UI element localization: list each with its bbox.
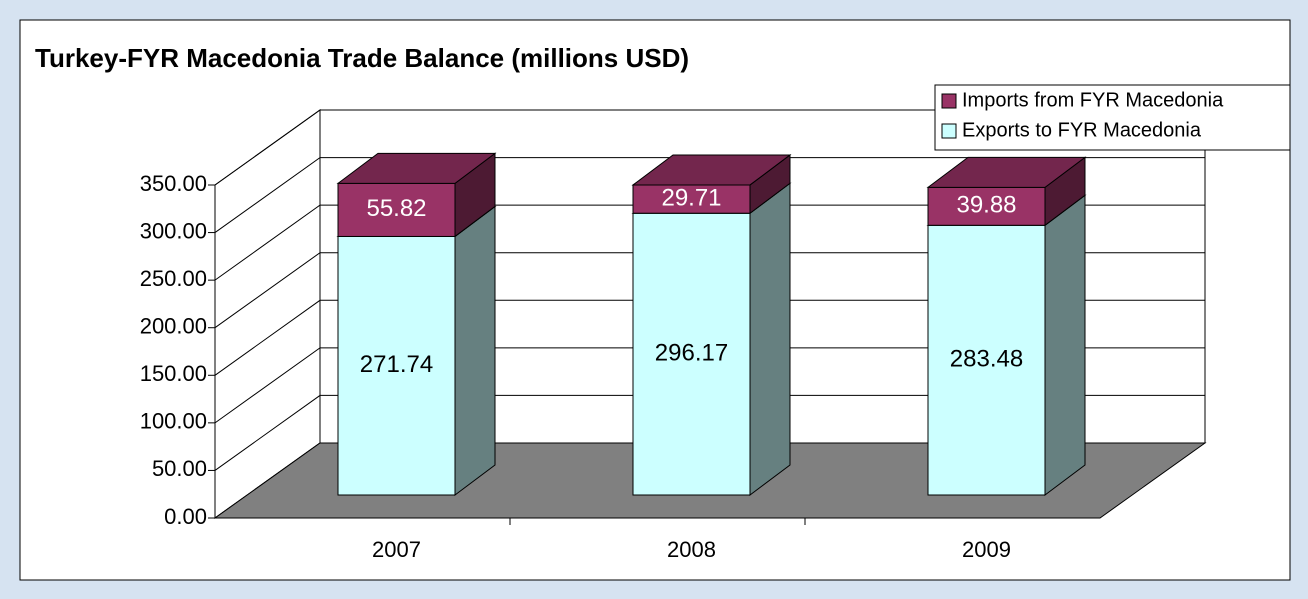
x-tick-label: 2007 xyxy=(372,537,421,562)
bar-top xyxy=(631,154,792,186)
data-label: 39.88 xyxy=(956,192,1016,219)
data-label: 283.48 xyxy=(950,345,1023,372)
legend-swatch xyxy=(941,123,957,139)
data-label: 271.74 xyxy=(360,351,433,378)
bar xyxy=(927,186,1046,226)
legend-swatch xyxy=(941,93,957,109)
y-tick-label: 100.00 xyxy=(140,409,207,434)
bar-side xyxy=(1044,194,1086,496)
grid-line xyxy=(214,299,1205,376)
grid-line xyxy=(214,252,1205,329)
grid-line xyxy=(214,109,1205,186)
y-tick-label: 0.00 xyxy=(164,504,207,529)
data-label: 296.17 xyxy=(655,339,728,366)
bar-side xyxy=(749,182,791,496)
grid-line xyxy=(214,347,1205,424)
bar xyxy=(337,235,456,496)
x-tick-label: 2009 xyxy=(962,537,1011,562)
data-label: 29.71 xyxy=(661,184,721,211)
legend xyxy=(934,84,1291,151)
x-tick-label: 2008 xyxy=(667,537,716,562)
legend-label: Imports from FYR Macedonia xyxy=(962,89,1224,111)
y-tick-label: 200.00 xyxy=(140,314,207,339)
y-tick-label: 350.00 xyxy=(140,171,207,196)
y-tick-label: 50.00 xyxy=(152,456,207,481)
data-label: 55.82 xyxy=(366,195,426,222)
chart-title: Turkey-FYR Macedonia Trade Balance (mill… xyxy=(35,43,689,73)
bar xyxy=(927,224,1046,496)
bar xyxy=(632,184,751,214)
bar-top xyxy=(926,156,1087,188)
bar-top xyxy=(336,152,497,184)
y-tick-label: 250.00 xyxy=(140,266,207,291)
grid-line xyxy=(214,394,1205,471)
y-tick-label: 300.00 xyxy=(140,218,207,243)
grid-line xyxy=(214,157,1205,233)
bar xyxy=(337,182,456,237)
bar xyxy=(632,212,751,496)
grid-line xyxy=(214,204,1205,281)
bar-side xyxy=(454,205,496,496)
y-tick-label: 150.00 xyxy=(140,361,207,386)
legend-label: Exports to FYR Macedonia xyxy=(962,119,1202,141)
